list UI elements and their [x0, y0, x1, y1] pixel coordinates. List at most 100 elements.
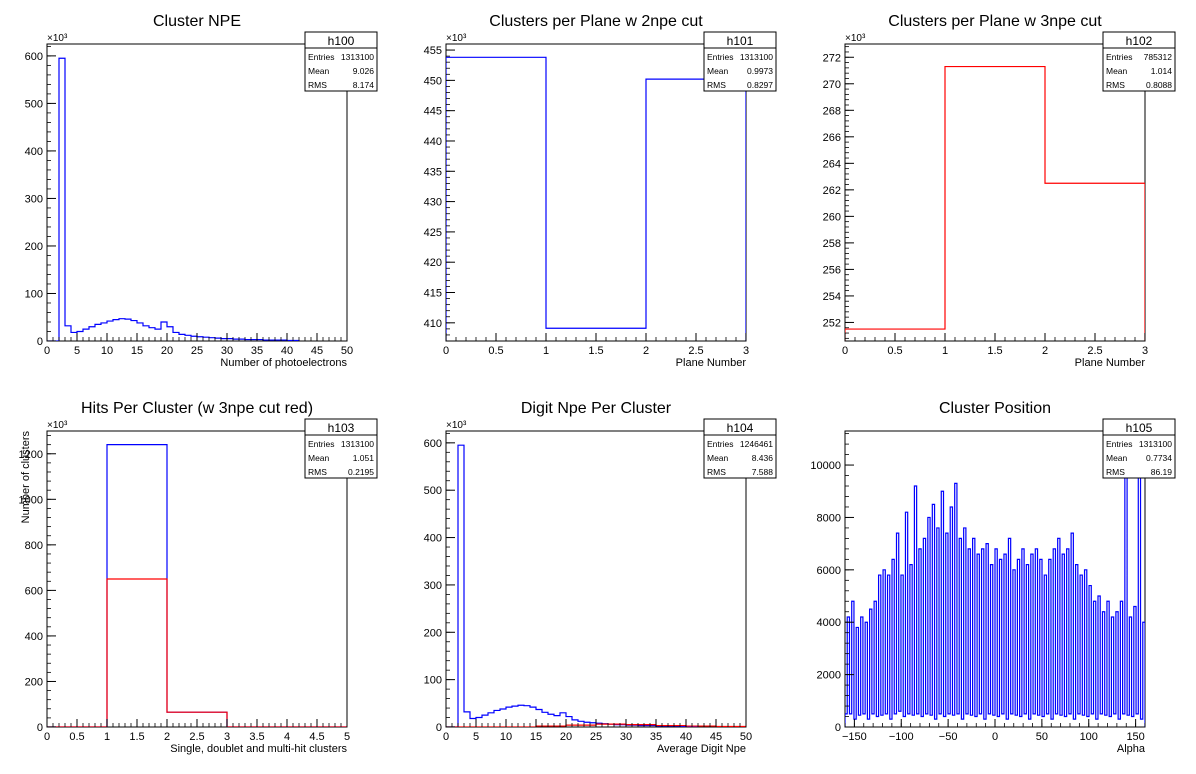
stats-value: 8.436 [752, 453, 774, 463]
chart-title: Cluster Position [939, 400, 1051, 417]
y-tick-label: 410 [424, 318, 442, 330]
x-tick-label: 150 [1126, 731, 1144, 743]
stats-key: Mean [308, 453, 330, 463]
x-tick-label: 45 [311, 345, 323, 357]
y-tick-label: 1200 [19, 449, 43, 461]
stats-box: h101 Entries 1313100 Mean 0.9973 RMS 0.8297 [703, 31, 777, 92]
stats-box: h105 Entries 1313100 Mean 0.7734 RMS 86.19 [1102, 418, 1176, 479]
y-tick-label: 264 [823, 158, 841, 170]
stats-name: h101 [727, 34, 754, 48]
x-tick-label: 2.5 [1087, 345, 1102, 357]
stats-value: 1313100 [341, 439, 374, 449]
y-tick-label: 500 [424, 485, 442, 497]
stats-key: Entries [1106, 52, 1132, 62]
plot-frame [844, 43, 1146, 342]
y-tick-label: 600 [25, 585, 43, 597]
stats-key: Mean [707, 453, 729, 463]
stats-box: h100 Entries 1313100 Mean 9.026 RMS 8.174 [304, 31, 378, 92]
y-tick-label: 0 [835, 722, 841, 734]
stats-value: 785312 [1144, 52, 1173, 62]
y-tick-label: 200 [25, 676, 43, 688]
y-tick-label: 455 [424, 45, 442, 57]
stats-value: 7.588 [752, 467, 774, 477]
x-tick-label: 1 [104, 731, 110, 743]
stats-name: h103 [328, 421, 355, 435]
y-tick-label: 10000 [810, 460, 841, 472]
y-tick-label: 0 [37, 722, 43, 734]
x-tick-label: 0.5 [887, 345, 902, 357]
x-tick-label: 0 [44, 731, 50, 743]
x-tick-label: 1 [543, 345, 549, 357]
y-exponent-label: ×10³ [446, 420, 467, 431]
y-tick-label: 420 [424, 257, 442, 269]
x-tick-label: 10 [101, 345, 113, 357]
plot-frame [46, 430, 348, 728]
x-tick-label: 35 [650, 731, 662, 743]
histogram-series-2 [47, 578, 347, 727]
y-tick-label: 100 [25, 288, 43, 300]
plot-frame [445, 430, 747, 728]
stats-key: Mean [308, 66, 330, 76]
x-tick-label: 25 [191, 345, 203, 357]
x-tick-label: 50 [341, 345, 353, 357]
x-tick-label: 50 [740, 731, 752, 743]
y-tick-label: 435 [424, 166, 442, 178]
x-tick-label: 1 [942, 345, 948, 357]
y-tick-label: 200 [424, 627, 442, 639]
x-tick-label: 3.5 [249, 731, 264, 743]
plot-frame [445, 43, 747, 342]
stats-value: 0.9973 [747, 66, 773, 76]
x-tick-label: 100 [1080, 731, 1098, 743]
x-tick-label: 2 [164, 731, 170, 743]
stats-box: h103 Entries 1313100 Mean 1.051 RMS 0.2195 [304, 418, 378, 479]
x-tick-label: 30 [221, 345, 233, 357]
histogram-panel-4: Hits Per Cluster (w 3npe cut red) 0 0.5 1 1.… [19, 400, 378, 755]
y-tick-label: 440 [424, 136, 442, 148]
x-tick-label: 30 [620, 731, 632, 743]
x-axis-label: Number of photoelectrons [220, 357, 347, 369]
stats-value: 1.051 [353, 453, 375, 463]
y-exponent-label: ×10³ [845, 33, 866, 44]
y-tick-label: 600 [424, 438, 442, 450]
histogram-panel-6: Cluster Position −150 −100 −50 0 50 100 150 0 200… [810, 400, 1176, 755]
stats-key: RMS [1106, 80, 1125, 90]
stats-name: h100 [328, 34, 355, 48]
stats-key: Entries [707, 439, 733, 449]
y-exponent-label: ×10³ [47, 420, 68, 431]
x-tick-label: 3 [224, 731, 230, 743]
x-tick-label: 0.5 [69, 731, 84, 743]
stats-key: RMS [1106, 467, 1125, 477]
stats-value: 1313100 [740, 52, 773, 62]
y-tick-label: 258 [823, 238, 841, 250]
x-axis-label: Alpha [1117, 743, 1146, 755]
histogram-series-1 [446, 444, 699, 727]
chart-title: Clusters per Plane w 3npe cut [888, 13, 1102, 30]
stats-box: h104 Entries 1246461 Mean 8.436 RMS 7.588 [703, 418, 777, 479]
x-tick-label: 0 [992, 731, 998, 743]
y-tick-label: 415 [424, 288, 442, 300]
x-tick-label: 20 [161, 345, 173, 357]
x-tick-label: 50 [1036, 731, 1048, 743]
x-tick-label: 0 [443, 731, 449, 743]
y-exponent-label: ×10³ [446, 33, 467, 44]
y-tick-label: 300 [25, 193, 43, 205]
y-tick-label: 266 [823, 132, 841, 144]
histogram-series-1 [47, 57, 300, 341]
stats-key: Mean [1106, 66, 1128, 76]
stats-key: Mean [1106, 453, 1128, 463]
stats-name: h104 [727, 421, 754, 435]
x-tick-label: 25 [590, 731, 602, 743]
x-tick-label: 2 [643, 345, 649, 357]
x-tick-label: 0 [443, 345, 449, 357]
y-tick-label: 252 [823, 317, 841, 329]
x-tick-label: 5 [473, 731, 479, 743]
y-tick-label: 500 [25, 98, 43, 110]
stats-value: 86.19 [1151, 467, 1173, 477]
stats-key: Mean [707, 66, 729, 76]
x-tick-label: 35 [251, 345, 263, 357]
histogram-series-1 [446, 56, 746, 341]
stats-value: 1.014 [1151, 66, 1173, 76]
y-tick-label: 0 [37, 336, 43, 348]
